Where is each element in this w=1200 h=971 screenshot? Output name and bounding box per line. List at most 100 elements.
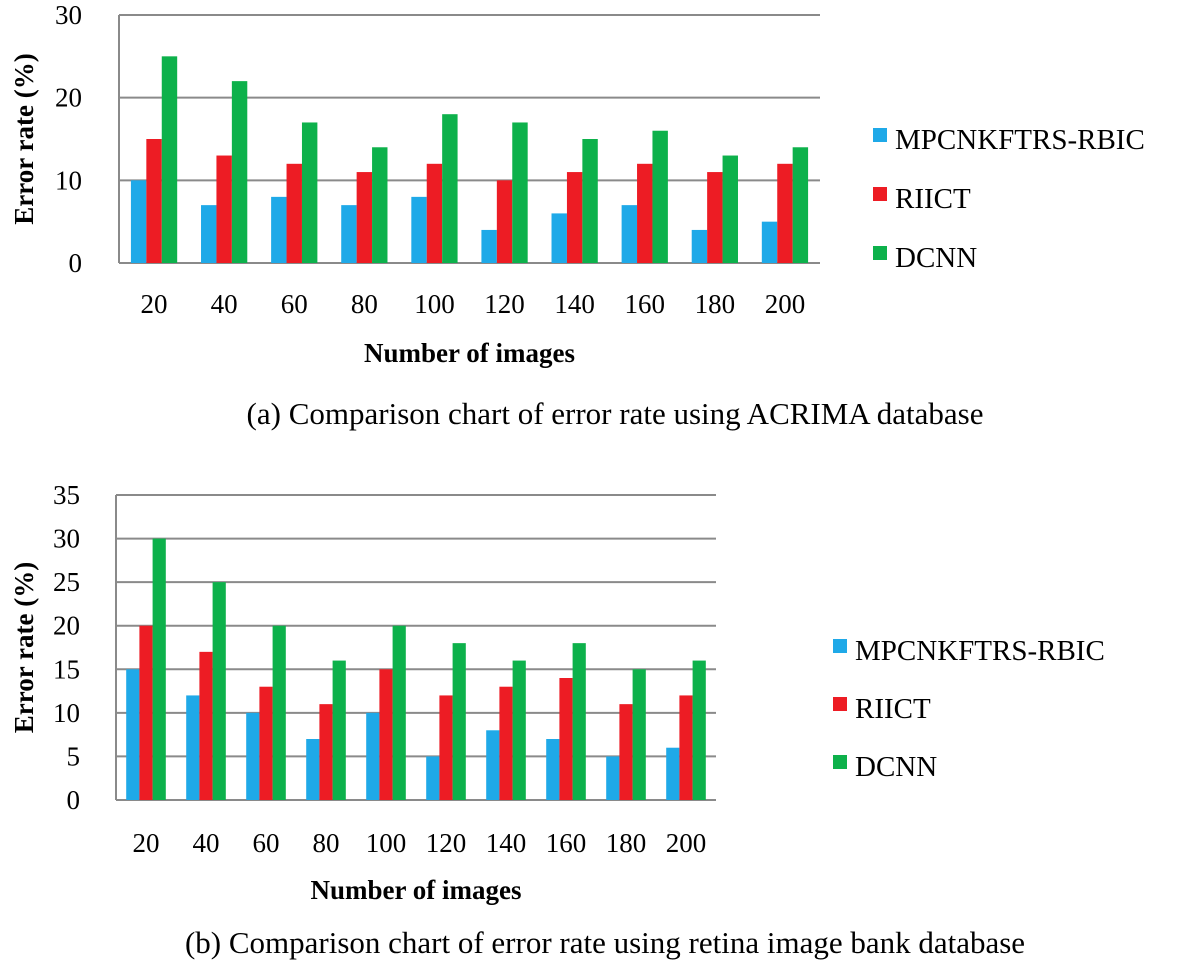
bar-dcnn-40: [231, 81, 248, 263]
bar-riict-60: [259, 686, 273, 800]
bar-dcnn-100: [392, 625, 406, 800]
chart-b: 0 5 10 15 20 25 30 35 20 40 60 80 100 120 140 160 180 200…: [9, 480, 1105, 960]
bar-mpcnkftrs-rbic-140: [486, 730, 500, 800]
y-tick-label: 0: [69, 248, 83, 278]
legend-label: DCNN: [895, 242, 977, 274]
x-axis-title: Number of images: [311, 875, 522, 905]
bar-riict-120: [496, 180, 513, 263]
bar-riict-180: [619, 704, 633, 800]
chart-caption-b: (b) Comparison chart of error rate using…: [185, 925, 1025, 960]
bar-mpcnkftrs-rbic-160: [621, 205, 638, 263]
bar-riict-20: [146, 139, 162, 263]
bar-mpcnkftrs-rbic-140: [551, 213, 567, 263]
bar-riict-80: [356, 172, 373, 263]
bar-riict-140: [566, 172, 583, 263]
bar-dcnn-160: [652, 130, 668, 263]
x-tick-label: 20: [133, 828, 160, 858]
bar-riict-200: [777, 163, 793, 263]
x-tick-label: 160: [625, 289, 666, 319]
x-tick-label: 160: [546, 828, 587, 858]
y-tick-label: 0: [67, 785, 81, 815]
bar-mpcnkftrs-rbic-40: [186, 695, 200, 800]
x-tick-label: 140: [554, 289, 595, 319]
y-axis-title: Error rate (%): [9, 562, 39, 733]
x-tick-label: 60: [253, 828, 280, 858]
bar-mpcnkftrs-rbic-60: [271, 196, 287, 263]
y-tick-label: 20: [53, 611, 80, 641]
bar-mpcnkftrs-rbic-100: [366, 712, 380, 800]
y-tick-label: 30: [53, 524, 80, 554]
bar-dcnn-40: [212, 582, 226, 800]
legend-swatch-mpcnkftrs-rbic: [873, 128, 887, 142]
bar-dcnn-60: [272, 625, 286, 800]
bar-dcnn-20: [152, 538, 166, 800]
x-axis-title: Number of images: [364, 338, 575, 368]
legend-swatch-mpcnkftrs-rbic: [833, 639, 847, 653]
y-tick-label: 25: [53, 567, 80, 597]
legend-swatch-riict: [833, 697, 847, 711]
legend-swatch-riict: [873, 187, 887, 201]
x-tick-label: 40: [193, 828, 220, 858]
bar-riict-140: [499, 686, 513, 800]
x-tick-label: 60: [281, 289, 308, 319]
bar-dcnn-180: [722, 155, 738, 263]
bar-dcnn-120: [512, 122, 528, 263]
bar-dcnn-80: [332, 660, 346, 800]
y-tick-label: 10: [53, 698, 80, 728]
legend-label: RIICT: [895, 183, 971, 215]
bar-mpcnkftrs-rbic-20: [130, 180, 147, 263]
bar-riict-100: [426, 163, 443, 263]
y-tick-label: 10: [55, 165, 82, 195]
y-tick-label: 15: [53, 654, 80, 684]
bar-dcnn-160: [572, 643, 586, 800]
bar-dcnn-200: [692, 660, 706, 800]
bar-dcnn-100: [442, 114, 458, 263]
bar-mpcnkftrs-rbic-180: [691, 229, 708, 263]
x-tick-label: 180: [606, 828, 647, 858]
bar-mpcnkftrs-rbic-120: [426, 756, 440, 800]
y-tick-label: 35: [53, 480, 80, 510]
x-tick-label: 200: [765, 289, 806, 319]
legend-swatch-dcnn: [873, 246, 887, 260]
legend-label: MPCNKFTRS-RBIC: [855, 635, 1105, 667]
bar-dcnn-60: [301, 122, 318, 263]
bar-riict-40: [199, 651, 213, 800]
bar-mpcnkftrs-rbic-80: [306, 739, 320, 800]
y-tick-label: 30: [55, 0, 82, 30]
x-tick-label: 120: [426, 828, 467, 858]
bar-mpcnkftrs-rbic-180: [606, 756, 620, 800]
bar-mpcnkftrs-rbic-200: [666, 747, 680, 800]
legend-label: RIICT: [855, 693, 931, 725]
legend-label: DCNN: [855, 751, 937, 783]
bar-mpcnkftrs-rbic-60: [246, 712, 260, 800]
x-tick-label: 120: [484, 289, 525, 319]
x-tick-label: 140: [486, 828, 527, 858]
x-tick-label: 80: [351, 289, 378, 319]
bar-riict-120: [439, 695, 453, 800]
y-tick-label: 20: [55, 83, 82, 113]
bar-dcnn-200: [792, 147, 809, 263]
y-axis-title: Error rate (%): [9, 53, 39, 224]
y-tick-label: 5: [67, 741, 81, 771]
bar-riict-180: [707, 172, 723, 263]
bar-riict-200: [679, 695, 693, 800]
legend-label: MPCNKFTRS-RBIC: [895, 124, 1145, 156]
bar-dcnn-120: [452, 643, 466, 800]
x-tick-label: 40: [211, 289, 238, 319]
x-tick-label: 200: [666, 828, 707, 858]
bar-mpcnkftrs-rbic-20: [126, 669, 140, 800]
bar-riict-160: [559, 678, 573, 800]
bar-dcnn-140: [512, 660, 526, 800]
bar-riict-20: [139, 625, 153, 800]
chart-a: 0 10 20 30 20 40 60 80 100 120 140 160 180 200 Number …: [9, 0, 1145, 431]
bar-dcnn-80: [372, 147, 388, 263]
bar-riict-160: [637, 163, 653, 263]
x-tick-label: 80: [313, 828, 340, 858]
bar-mpcnkftrs-rbic-100: [411, 196, 427, 263]
x-tick-label: 20: [141, 289, 168, 319]
bar-riict-40: [216, 155, 232, 263]
x-tick-label: 180: [695, 289, 736, 319]
x-tick-label: 100: [414, 289, 455, 319]
bar-riict-60: [286, 163, 302, 263]
